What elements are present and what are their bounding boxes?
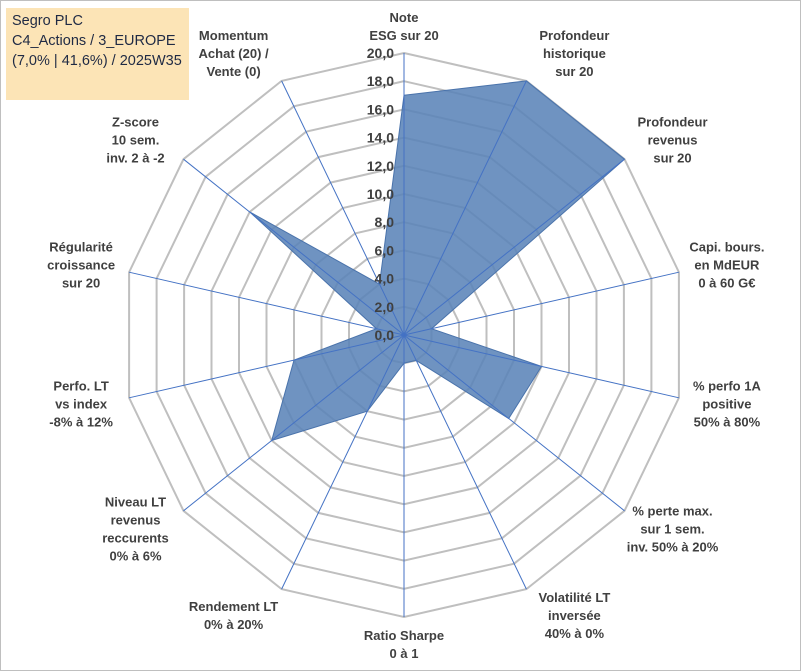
axis-label: Niveau LT revenus reccurents 0% à 6%: [102, 495, 168, 564]
tick-label: 10,0: [367, 186, 394, 202]
axis-spoke: [281, 334, 405, 590]
axis-label-line: inv. 50% à 20%: [627, 540, 719, 555]
axis-label-line: 0% à 6%: [109, 549, 161, 564]
axis-spoke: [403, 334, 625, 512]
axis-label-line: reccurents: [102, 531, 168, 546]
axis-label: Perfo. LT vs index -8% à 12%: [49, 378, 113, 429]
axis-spoke: [403, 334, 680, 399]
axis-label-line: sur 20: [62, 276, 100, 291]
axis-spoke: [281, 80, 405, 336]
tick-label: 12,0: [367, 158, 394, 174]
axis-label: % perfo 1A positive 50% à 80%: [693, 378, 762, 429]
axis-label-line: positive: [702, 396, 751, 411]
axis-label-line: 0% à 20%: [204, 617, 264, 632]
chart-title-box: Segro PLC C4_Actions / 3_EUROPE (7,0% | …: [6, 8, 189, 100]
axis-label-line: en MdEUR: [694, 258, 760, 273]
axis-label-line: ESG sur 20: [369, 28, 438, 43]
axis-spoke: [183, 334, 405, 512]
axis-label-line: Achat (20) /: [199, 46, 269, 61]
axis-label: Profondeur revenus sur 20: [637, 115, 707, 166]
axis-label-line: 50% à 80%: [694, 414, 761, 429]
tick-label: 20,0: [367, 45, 394, 61]
axis-label-line: revenus: [648, 133, 698, 148]
axis-spoke: [183, 158, 405, 336]
axis-label-line: Note: [390, 10, 419, 25]
axis-label-line: revenus: [111, 513, 161, 528]
tick-label: 0,0: [375, 327, 395, 343]
axis-label-line: Z-score: [112, 115, 159, 130]
axis-spoke: [403, 334, 527, 590]
axis-label: Régularité croissance sur 20: [47, 240, 115, 291]
axis-label-line: sur 20: [653, 151, 691, 166]
axis-label-line: Capi. bours.: [689, 240, 764, 255]
axis-label-line: inversée: [548, 608, 601, 623]
axis-label-line: 0 à 1: [390, 646, 419, 661]
axis-label-line: croissance: [47, 258, 115, 273]
axis-label: Capi. bours. en MdEUR 0 à 60 G€: [689, 240, 764, 291]
axis-label-line: % perte max.: [632, 504, 712, 519]
axis-spoke: [403, 80, 527, 336]
axis-label-line: Volatilité LT: [539, 590, 611, 605]
tick-label: 6,0: [375, 242, 395, 258]
axis-label-line: Rendement LT: [189, 599, 278, 614]
axis-spoke: [128, 271, 405, 336]
axis-label: Volatilité LT inversée 40% à 0%: [539, 590, 611, 641]
axis-spoke: [128, 334, 405, 399]
series-area: [249, 80, 626, 442]
axis-label-line: sur 1 sem.: [640, 522, 704, 537]
axis-label: Note ESG sur 20: [369, 10, 438, 43]
axis-label-line: historique: [543, 46, 606, 61]
axis-label-line: Momentum: [199, 28, 268, 43]
axis-label-line: 0 à 60 G€: [698, 276, 755, 291]
axis-spoke: [403, 271, 680, 336]
tick-label: 8,0: [375, 214, 395, 230]
axis-label-line: 10 sem.: [112, 133, 160, 148]
axis-spoke: [403, 158, 625, 336]
axis-label-line: 40% à 0%: [545, 626, 605, 641]
axis-label-line: Profondeur: [637, 115, 707, 130]
tick-label: 18,0: [367, 73, 394, 89]
axis-label: Ratio Sharpe 0 à 1: [364, 628, 444, 661]
axis-label-line: inv. 2 à -2: [106, 151, 164, 166]
axis-label-line: Régularité: [49, 240, 113, 255]
axis-label-line: sur 20: [555, 64, 593, 79]
axis-label-line: Perfo. LT: [53, 378, 108, 393]
title-category: C4_Actions / 3_EUROPE: [12, 33, 176, 49]
axis-label: Rendement LT 0% à 20%: [189, 599, 278, 632]
tick-label: 16,0: [367, 101, 394, 117]
axis-label-line: Profondeur: [539, 28, 609, 43]
axis-label-line: vs index: [55, 396, 108, 411]
axis-label: Z-score 10 sem. inv. 2 à -2: [106, 115, 164, 166]
axis-label-line: Niveau LT: [105, 495, 166, 510]
axis-label-line: Ratio Sharpe: [364, 628, 444, 643]
axis-label: Momentum Achat (20) / Vente (0): [199, 28, 269, 79]
title-company: Segro PLC: [12, 13, 83, 29]
axis-label-line: Vente (0): [207, 64, 261, 79]
axis-label: Profondeur historique sur 20: [539, 28, 609, 79]
title-stats: (7,0% | 41,6%) / 2025W35: [12, 53, 182, 69]
axis-label: % perte max. sur 1 sem. inv. 50% à 20%: [627, 504, 719, 555]
axis-label-line: -8% à 12%: [49, 414, 113, 429]
tick-label: 4,0: [375, 271, 395, 287]
tick-label: 2,0: [375, 299, 395, 315]
axis-label-line: % perfo 1A: [693, 378, 762, 393]
tick-label: 14,0: [367, 130, 394, 146]
